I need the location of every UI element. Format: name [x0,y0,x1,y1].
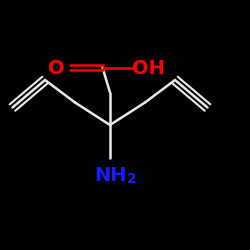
Text: OH: OH [132,58,165,78]
Text: O: O [48,58,64,78]
Text: 2: 2 [126,172,136,186]
Text: NH: NH [94,166,126,185]
